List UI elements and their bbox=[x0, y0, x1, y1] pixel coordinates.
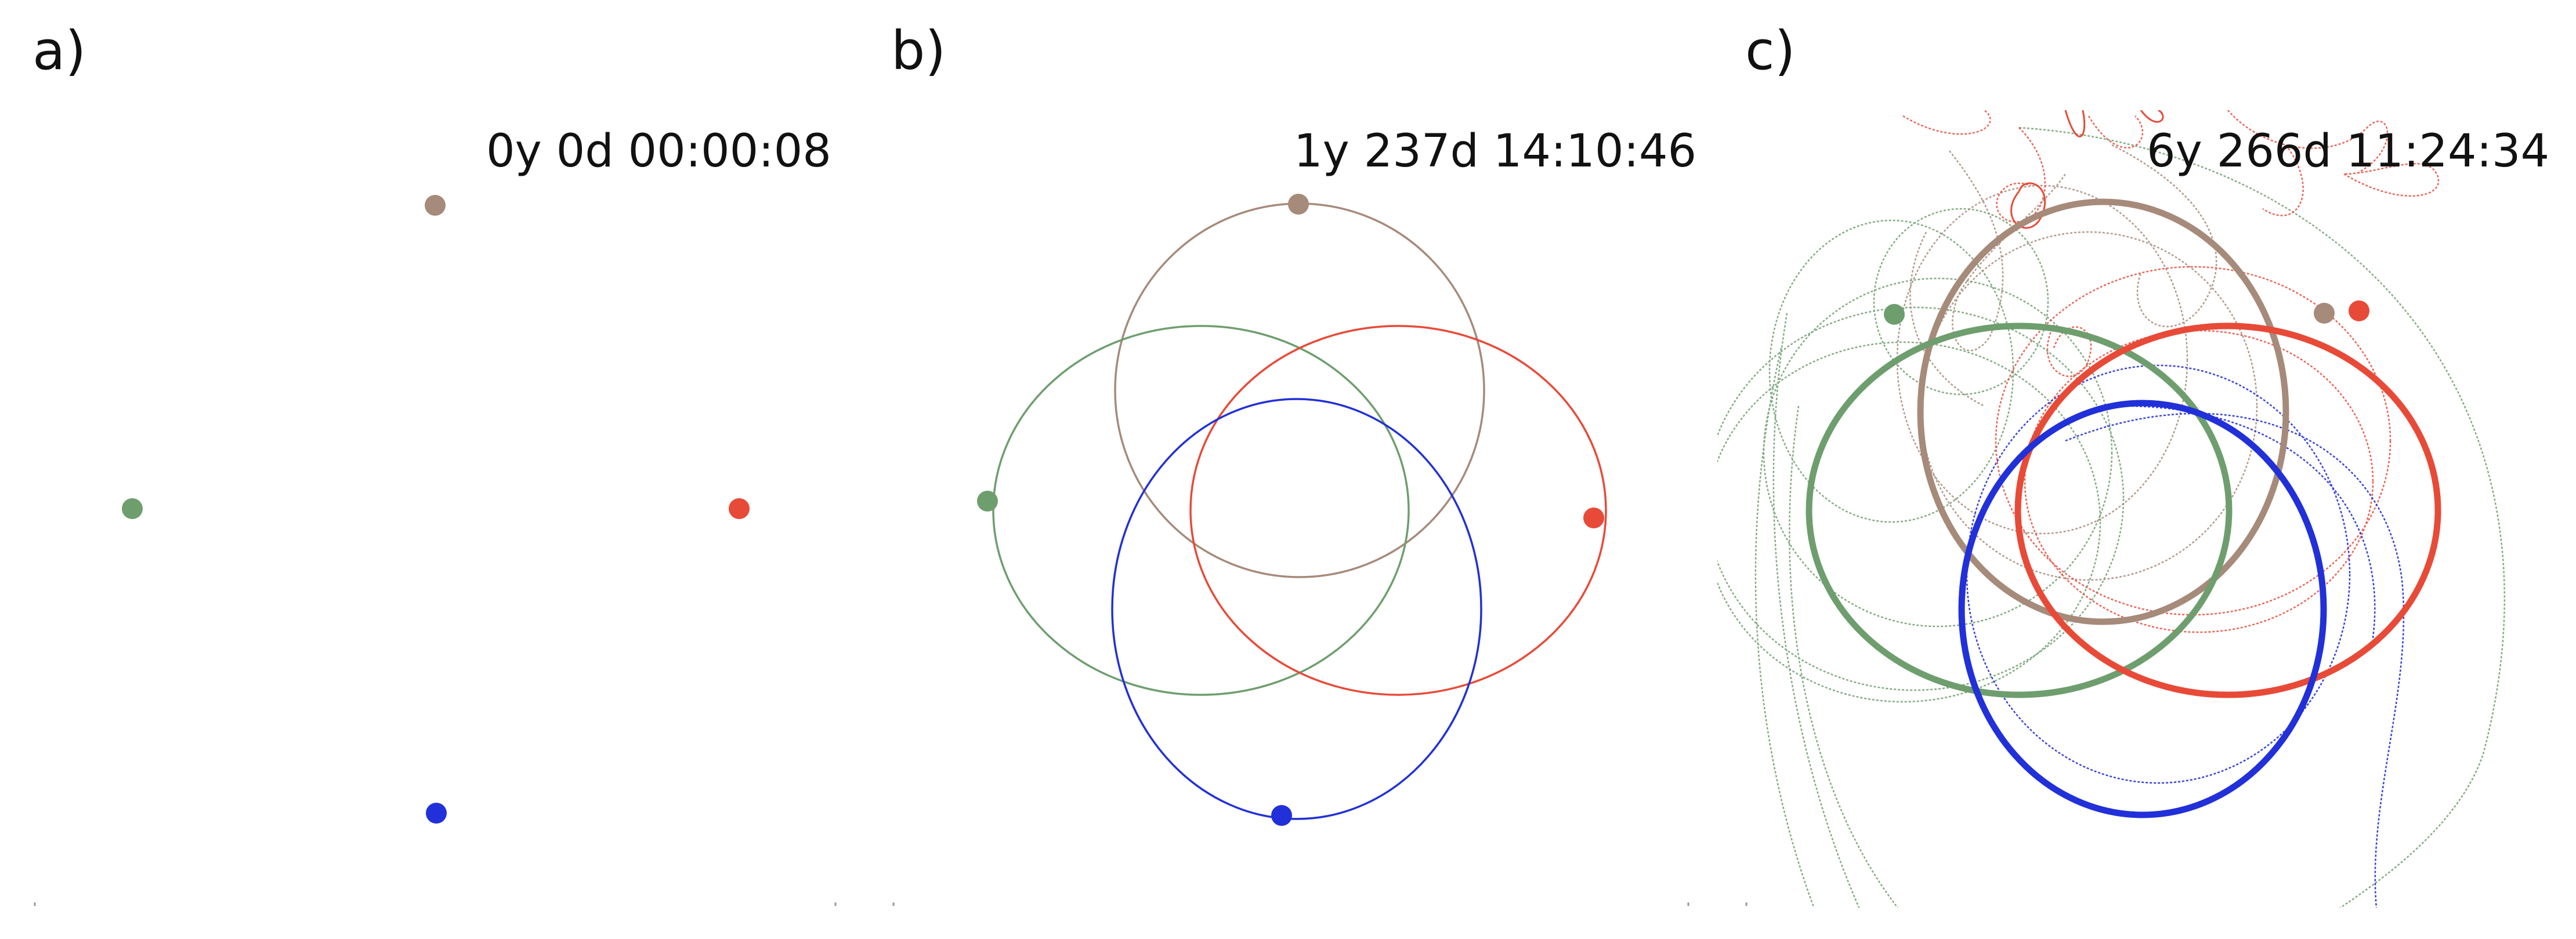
green-orbit bbox=[1806, 322, 2233, 698]
brown-body bbox=[1288, 194, 1309, 215]
blue-orbit bbox=[1111, 398, 1482, 820]
panel-a-canvas bbox=[34, 195, 837, 906]
brown-orbit bbox=[1114, 202, 1485, 578]
brown-body bbox=[2314, 303, 2335, 324]
panel-c-canvas bbox=[1717, 110, 2505, 908]
panel-a-timestamp: 0y 0d 00:00:08 bbox=[486, 125, 831, 177]
red-body bbox=[1583, 507, 1604, 528]
red-orbit bbox=[1189, 325, 1607, 696]
panel-b-canvas bbox=[892, 194, 1689, 906]
green-trails bbox=[1717, 126, 2505, 908]
green-body bbox=[1884, 304, 1905, 325]
brown-body bbox=[425, 195, 446, 216]
panel-c-timestamp: 6y 266d 11:24:34 bbox=[2147, 125, 2550, 177]
panel-b-timestamp: 1y 237d 14:10:46 bbox=[1294, 125, 1697, 177]
blue-body bbox=[426, 803, 447, 824]
red-orbit bbox=[2014, 322, 2441, 698]
brown-orbit bbox=[1917, 198, 2289, 625]
panel-c-label: c) bbox=[1745, 20, 1796, 82]
red-trails bbox=[1902, 110, 2440, 633]
blue-body bbox=[1271, 805, 1292, 826]
green-orbit bbox=[992, 325, 1410, 696]
brown-trails bbox=[1896, 144, 2258, 581]
panel-a-label: a) bbox=[32, 20, 86, 82]
green-body bbox=[977, 491, 998, 512]
blue-orbit bbox=[1958, 400, 2327, 818]
green-body bbox=[122, 498, 143, 519]
red-body bbox=[729, 498, 750, 519]
red-loops bbox=[2010, 110, 2164, 229]
red-body bbox=[2349, 300, 2369, 321]
panel-b-label: b) bbox=[891, 20, 946, 82]
